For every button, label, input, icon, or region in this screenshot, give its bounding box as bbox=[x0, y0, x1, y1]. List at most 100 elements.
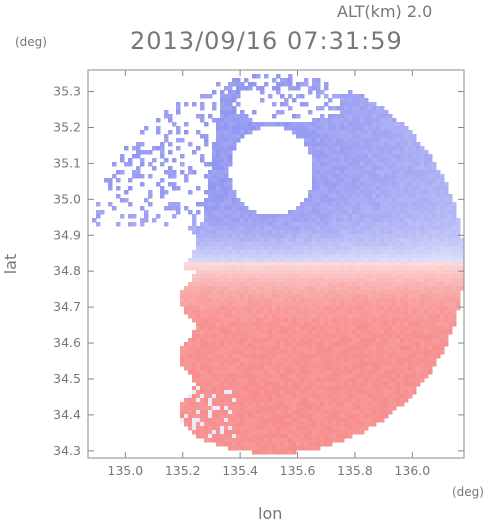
velocity-cell bbox=[380, 350, 385, 355]
velocity-cell bbox=[332, 250, 337, 255]
velocity-cell bbox=[232, 366, 237, 371]
velocity-cell bbox=[384, 242, 389, 247]
velocity-cell bbox=[276, 274, 281, 279]
velocity-cell bbox=[284, 274, 289, 279]
velocity-cell bbox=[360, 326, 365, 331]
velocity-cell bbox=[348, 346, 353, 351]
velocity-cell bbox=[444, 222, 449, 227]
velocity-cell bbox=[312, 426, 317, 431]
velocity-cell bbox=[400, 190, 405, 195]
velocity-cell bbox=[388, 406, 393, 411]
velocity-cell bbox=[436, 350, 441, 355]
velocity-cell bbox=[328, 190, 333, 195]
velocity-cell bbox=[252, 354, 257, 359]
velocity-cell bbox=[212, 378, 217, 383]
velocity-cell bbox=[456, 306, 461, 311]
velocity-cell bbox=[184, 358, 189, 363]
velocity-cell bbox=[424, 346, 429, 351]
velocity-cell bbox=[372, 350, 377, 355]
velocity-cell bbox=[356, 154, 361, 159]
velocity-cell bbox=[340, 194, 345, 199]
velocity-cell bbox=[148, 194, 153, 199]
velocity-cell bbox=[404, 238, 409, 243]
velocity-cell bbox=[368, 122, 373, 127]
velocity-cell bbox=[288, 414, 293, 419]
velocity-cell bbox=[228, 258, 233, 263]
velocity-cell bbox=[412, 294, 417, 299]
velocity-cell bbox=[432, 162, 437, 167]
velocity-cell bbox=[416, 282, 421, 287]
velocity-cell bbox=[244, 370, 249, 375]
velocity-cell bbox=[352, 158, 357, 163]
velocity-cell bbox=[240, 310, 245, 315]
velocity-cell bbox=[304, 102, 309, 107]
velocity-cell bbox=[372, 122, 377, 127]
velocity-cell bbox=[248, 434, 253, 439]
velocity-cell bbox=[380, 146, 385, 151]
velocity-cell bbox=[344, 234, 349, 239]
velocity-cell bbox=[316, 374, 321, 379]
velocity-cell bbox=[364, 194, 369, 199]
velocity-cell bbox=[228, 246, 233, 251]
velocity-cell bbox=[192, 282, 197, 287]
velocity-cell bbox=[216, 82, 221, 87]
velocity-cell bbox=[320, 294, 325, 299]
velocity-cell bbox=[164, 110, 169, 115]
velocity-cell bbox=[432, 350, 437, 355]
velocity-cell bbox=[428, 270, 433, 275]
velocity-cell bbox=[436, 206, 441, 211]
velocity-cell bbox=[336, 218, 341, 223]
velocity-cell bbox=[220, 250, 225, 255]
velocity-cell bbox=[224, 426, 229, 431]
velocity-cell bbox=[312, 382, 317, 387]
velocity-cell bbox=[384, 170, 389, 175]
velocity-cell bbox=[272, 282, 277, 287]
velocity-cell bbox=[288, 422, 293, 427]
velocity-cell bbox=[328, 394, 333, 399]
velocity-cell bbox=[376, 298, 381, 303]
velocity-cell bbox=[392, 402, 397, 407]
velocity-cell bbox=[424, 374, 429, 379]
velocity-cell bbox=[420, 290, 425, 295]
velocity-cell bbox=[368, 186, 373, 191]
velocity-cell bbox=[296, 386, 301, 391]
velocity-cell bbox=[388, 150, 393, 155]
velocity-cell bbox=[264, 410, 269, 415]
velocity-cell bbox=[220, 314, 225, 319]
velocity-cell bbox=[416, 254, 421, 259]
velocity-cell bbox=[404, 282, 409, 287]
velocity-cell bbox=[372, 362, 377, 367]
velocity-cell bbox=[232, 202, 237, 207]
velocity-cell bbox=[188, 262, 193, 267]
velocity-cell bbox=[300, 242, 305, 247]
velocity-cell bbox=[208, 170, 213, 175]
velocity-cell bbox=[228, 82, 233, 87]
velocity-cell bbox=[388, 262, 393, 267]
velocity-cell bbox=[448, 262, 453, 267]
velocity-cell bbox=[340, 322, 345, 327]
velocity-cell bbox=[396, 206, 401, 211]
velocity-cell bbox=[240, 210, 245, 215]
velocity-cell bbox=[236, 358, 241, 363]
velocity-cell bbox=[236, 334, 241, 339]
velocity-cell bbox=[380, 334, 385, 339]
velocity-cell bbox=[316, 422, 321, 427]
velocity-cell bbox=[332, 438, 337, 443]
velocity-cell bbox=[316, 206, 321, 211]
velocity-cell bbox=[424, 342, 429, 347]
velocity-cell bbox=[416, 170, 421, 175]
velocity-cell bbox=[244, 254, 249, 259]
velocity-cell bbox=[388, 234, 393, 239]
velocity-cell bbox=[248, 242, 253, 247]
velocity-cell bbox=[264, 282, 269, 287]
velocity-cell bbox=[292, 286, 297, 291]
velocity-cell bbox=[248, 210, 253, 215]
velocity-cell bbox=[224, 326, 229, 331]
velocity-cell bbox=[344, 226, 349, 231]
velocity-cell bbox=[212, 382, 217, 387]
velocity-cell bbox=[252, 342, 257, 347]
velocity-cell bbox=[196, 278, 201, 283]
velocity-cell bbox=[348, 162, 353, 167]
velocity-cell bbox=[388, 142, 393, 147]
velocity-cell bbox=[388, 386, 393, 391]
